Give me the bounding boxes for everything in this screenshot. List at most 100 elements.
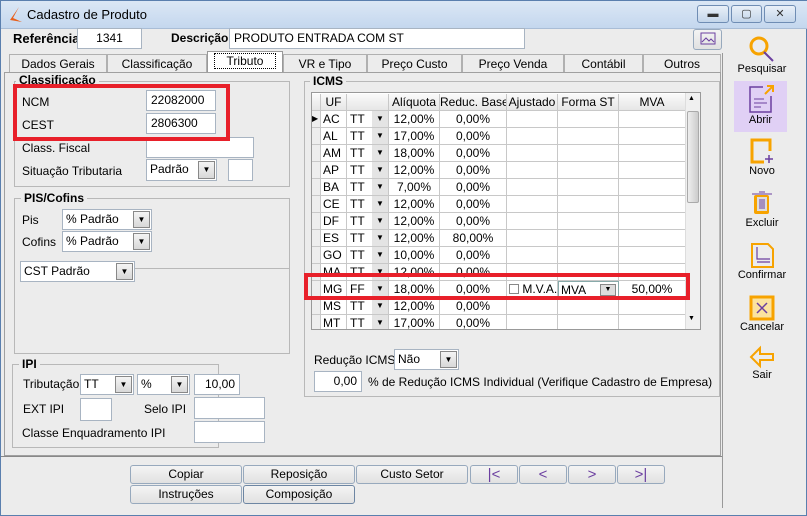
tab-tributo[interactable]: Tributo [207,51,283,72]
maximize-button[interactable]: ▢ [731,5,762,23]
row-indicator[interactable] [312,179,321,196]
chevron-down-icon[interactable]: ▼ [372,128,389,145]
table-row[interactable]: MS TT ▼ 12,00% 0,00% [312,298,686,315]
cell-tipo[interactable]: TT [347,247,372,264]
cest-input[interactable]: 2806300 [146,113,216,134]
table-row[interactable]: DF TT ▼ 12,00% 0,00% [312,213,686,230]
column-header-ajustado[interactable]: Ajustado [507,94,558,111]
icms-grid[interactable]: UF Alíquota Reduc. Base Ajustado Forma S… [311,92,701,330]
row-indicator[interactable] [312,196,321,213]
table-row[interactable]: GO TT ▼ 10,00% 0,00% [312,247,686,264]
sidebar-item-cancelar[interactable]: Cancelar [725,293,799,337]
sidebar-item-novo[interactable]: Novo [725,137,799,181]
table-row[interactable]: BA TT ▼ 7,00% 0,00% [312,179,686,196]
cell-uf[interactable]: MT [321,315,347,329]
scroll-up-icon[interactable]: ▲ [688,95,695,102]
cell-uf[interactable]: AM [321,145,347,162]
cell-tipo[interactable]: TT [347,162,372,179]
cell-ajustado[interactable] [507,315,558,329]
row-indicator[interactable] [312,247,321,264]
table-row[interactable]: MT TT ▼ 17,00% 0,00% [312,315,686,329]
copiar-button[interactable]: Copiar [130,465,242,484]
scrollbar-thumb[interactable] [687,111,699,203]
last-record-button[interactable]: >| [617,465,665,484]
cell-tipo[interactable]: TT [347,315,372,329]
previous-record-button[interactable]: < [519,465,567,484]
first-record-button[interactable]: |< [470,465,518,484]
column-header-uf[interactable]: UF [321,94,347,111]
table-row[interactable]: ▶ AC TT ▼ 12,00% 0,00% [312,111,686,128]
cell-ajustado[interactable] [507,247,558,264]
cell-tipo[interactable]: TT [347,298,372,315]
cell-tipo[interactable]: TT [347,230,372,247]
cell-reduc-base[interactable]: 0,00% [440,111,507,128]
row-indicator[interactable] [312,145,321,162]
cell-aliquota[interactable]: 7,00% [389,179,440,196]
reducao-pct-input[interactable]: 0,00 [314,371,362,392]
chevron-down-icon[interactable]: ▼ [372,111,389,128]
cell-mva[interactable] [619,213,686,230]
cell-forma-st[interactable] [558,230,619,247]
cell-ajustado[interactable] [507,298,558,315]
cell-ajustado[interactable] [507,196,558,213]
custo-setor-button[interactable]: Custo Setor [356,465,468,484]
vertical-scrollbar[interactable]: ▲ ▼ [685,93,700,329]
cell-reduc-base[interactable]: 0,00% [440,298,507,315]
tab-preco-custo[interactable]: Preço Custo [367,54,462,73]
cst-select[interactable]: CST Padrão ▼ [20,261,135,282]
cell-uf[interactable]: AL [321,128,347,145]
cell-mva[interactable] [619,111,686,128]
table-row[interactable]: AM TT ▼ 18,00% 0,00% [312,145,686,162]
cell-aliquota[interactable]: 12,00% [389,196,440,213]
cell-mva[interactable] [619,162,686,179]
column-header-tipo[interactable] [347,94,389,111]
cell-aliquota[interactable]: 12,00% [389,230,440,247]
composicao-button[interactable]: Composição [243,485,355,504]
cofins-select[interactable]: % Padrão ▼ [62,231,152,252]
chevron-down-icon[interactable]: ▼ [372,315,389,329]
row-indicator[interactable] [312,230,321,247]
selo-ipi-input[interactable] [194,397,265,419]
cell-mva[interactable] [619,196,686,213]
row-indicator[interactable] [312,315,321,329]
chevron-down-icon[interactable]: ▼ [372,213,389,230]
cell-reduc-base[interactable]: 0,00% [440,247,507,264]
chevron-down-icon[interactable]: ▼ [372,179,389,196]
situacao-select[interactable]: Padrão ▼ [146,159,217,181]
cell-reduc-base[interactable]: 0,00% [440,145,507,162]
cell-uf[interactable]: BA [321,179,347,196]
column-header-mva[interactable]: MVA [619,94,686,111]
cell-forma-st[interactable] [558,213,619,230]
cell-mva[interactable] [619,179,686,196]
close-button[interactable]: ✕ [764,5,796,23]
tab-contabil[interactable]: Contábil [564,54,643,73]
cell-forma-st[interactable] [558,264,619,281]
row-indicator[interactable] [312,298,321,315]
row-indicator[interactable] [312,213,321,230]
cell-mva[interactable] [619,128,686,145]
cell-uf[interactable]: DF [321,213,347,230]
cell-mva[interactable] [619,145,686,162]
sidebar-item-pesquisar[interactable]: Pesquisar [725,35,799,79]
cell-ajustado[interactable] [507,145,558,162]
reposicao-button[interactable]: Reposição [243,465,355,484]
cell-aliquota[interactable]: 12,00% [389,162,440,179]
minimize-button[interactable]: ▬ [697,5,729,23]
table-row[interactable]: AL TT ▼ 17,00% 0,00% [312,128,686,145]
row-indicator[interactable]: ▶ [312,111,321,128]
cell-forma-st[interactable] [558,247,619,264]
instrucoes-button[interactable]: Instruções [130,485,242,504]
cell-forma-st[interactable] [558,298,619,315]
chevron-down-icon[interactable]: ▼ [372,162,389,179]
tab-vr-e-tipo[interactable]: VR e Tipo [283,54,367,73]
tab-dados-gerais[interactable]: Dados Gerais [9,54,107,73]
sidebar-item-abrir[interactable]: Abrir [734,81,787,132]
cell-uf[interactable]: AC [321,111,347,128]
tab-classificacao[interactable]: Classificação [107,54,207,73]
cell-aliquota[interactable]: 12,00% [389,111,440,128]
table-row[interactable]: CE TT ▼ 12,00% 0,00% [312,196,686,213]
cell-reduc-base[interactable]: 0,00% [440,196,507,213]
title-bar[interactable]: Cadastro de Produto ▬ ▢ ✕ [1,1,807,29]
cell-tipo[interactable]: TT [347,145,372,162]
cell-ajustado[interactable] [507,162,558,179]
